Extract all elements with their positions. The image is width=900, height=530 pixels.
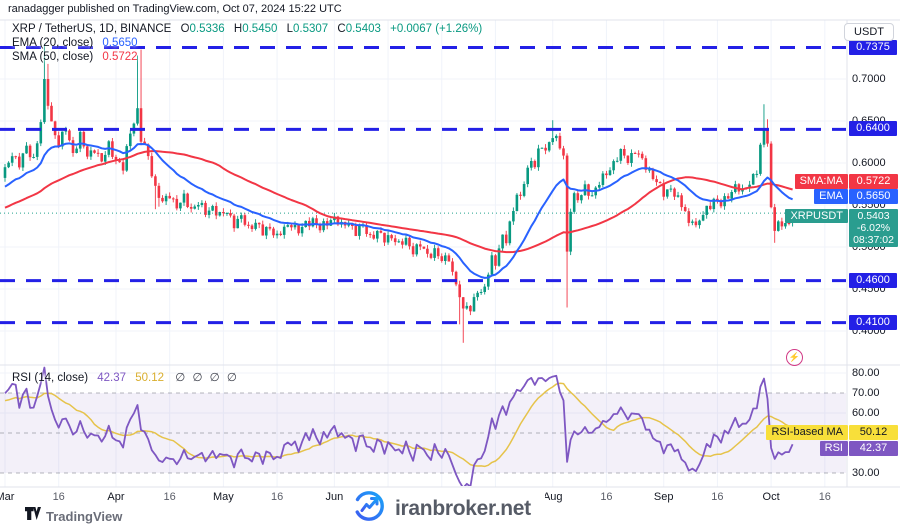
watermark-text: iranbroker.net: [395, 496, 531, 520]
sma-label[interactable]: SMA (50, close): [12, 51, 94, 63]
time-tick: 16: [163, 491, 176, 503]
ema-value: 0.5650: [102, 37, 138, 49]
time-tick: 16: [52, 491, 65, 503]
price-level-lines[interactable]: [0, 46, 846, 325]
time-tick: Mar: [0, 491, 15, 503]
gridlines: [0, 20, 846, 487]
sma-price-row: SMA:MA 0.5722: [794, 174, 898, 189]
time-tick: 16: [818, 491, 831, 503]
rsi-title[interactable]: RSI (14, close): [12, 372, 89, 384]
ema-label[interactable]: EMA (20, close): [12, 37, 94, 49]
rsi-tick: 80.00: [852, 367, 880, 379]
bar-countdown: 08:37:02: [853, 234, 894, 246]
sma-value: 0.5722: [102, 51, 138, 63]
rsi-tick: 30.00: [852, 467, 880, 479]
sma-axis-value: 0.5722: [849, 174, 898, 189]
level-price-label[interactable]: 0.4100: [849, 314, 897, 330]
rsi-ma-value: 50.12: [135, 372, 165, 384]
open-value: 0.5336: [189, 23, 225, 35]
rsi-empty-values: ∅ ∅ ∅ ∅: [175, 372, 237, 384]
pane-dividers: [0, 19, 900, 488]
rsi-tick: 60.00: [852, 407, 880, 419]
last-price-row: XRPUSDT 0.5403 -6.02% 08:37:02: [785, 209, 898, 247]
time-tick: Sep: [653, 491, 674, 503]
lightning-icon[interactable]: ⚡: [786, 349, 803, 366]
ema-axis-tag: EMA: [814, 189, 848, 204]
level-price-label[interactable]: 0.7375: [849, 39, 897, 55]
price-tick: 0.6000: [852, 157, 886, 169]
rsi-band: [0, 392, 846, 474]
level-price-label[interactable]: 0.4600: [849, 272, 897, 288]
tradingview-wordmark: TradingView: [46, 508, 123, 524]
iranbroker-logo-icon: [352, 489, 386, 528]
last-price-box: 0.5403 -6.02% 08:37:02: [849, 209, 898, 247]
time-tick: Jun: [325, 491, 344, 503]
sma-axis-tag: SMA:MA: [794, 174, 848, 189]
low-value: 0.5307: [293, 23, 329, 35]
iranbroker-watermark: iranbroker.net: [350, 488, 545, 529]
time-tick: May: [212, 491, 234, 503]
price-legend: XRP / TetherUS, 1D, BINANCE O0.5336 H0.5…: [12, 22, 482, 64]
time-tick: Aug: [542, 491, 563, 503]
rsi-ma-line: [4, 382, 793, 468]
time-tick: 16: [711, 491, 724, 503]
rsi-line: [4, 366, 794, 486]
close-value: 0.5403: [345, 23, 381, 35]
last-change: -6.02%: [856, 222, 891, 234]
tradingview-attribution[interactable]: TradingView: [25, 507, 122, 525]
tradingview-logo-icon: [25, 507, 41, 525]
time-tick: Oct: [762, 491, 780, 503]
publish-banner: ranadagger published on TradingView.com,…: [8, 3, 342, 15]
open-label: O: [180, 23, 190, 35]
rsi-value-row: RSI 42.37: [819, 441, 898, 456]
ema-price-row: EMA 0.5650: [814, 189, 898, 204]
symbol-axis-tag: XRPUSDT: [785, 209, 848, 223]
rsi-axis-tag: RSI: [819, 441, 848, 456]
close-label: C: [337, 23, 346, 35]
candles: [3, 43, 794, 343]
sma-line: [4, 150, 793, 254]
ema-legend-row: EMA (20, close) 0.5650: [12, 36, 482, 50]
change-value: +0.0067 (+1.26%): [390, 23, 483, 35]
last-price: 0.5403: [857, 210, 890, 222]
time-tick: 16: [270, 491, 284, 503]
rsi-tick: 70.00: [852, 387, 880, 399]
rsi-value: 42.37: [97, 372, 127, 384]
symbol-row: XRP / TetherUS, 1D, BINANCE O0.5336 H0.5…: [12, 22, 482, 36]
rsi-ma-axis-tag: RSI-based MA: [766, 425, 848, 440]
ema-axis-value: 0.5650: [849, 189, 898, 204]
rsi-legend: RSI (14, close) 42.37 50.12 ∅ ∅ ∅ ∅: [12, 370, 237, 384]
sma-legend-row: SMA (50, close) 0.5722: [12, 50, 482, 64]
time-tick: 16: [600, 491, 613, 503]
price-tick: 0.7000: [852, 73, 886, 85]
high-label: H: [233, 23, 243, 35]
rsi-ma-row: RSI-based MA 50.12: [766, 425, 898, 440]
low-label: L: [286, 23, 294, 35]
time-tick: Apr: [107, 491, 125, 503]
high-value: 0.5450: [242, 23, 278, 35]
level-price-label[interactable]: 0.6400: [849, 121, 897, 137]
rsi-axis-value: 42.37: [849, 441, 898, 456]
symbol-title[interactable]: XRP / TetherUS, 1D, BINANCE: [12, 23, 172, 35]
currency-button[interactable]: USDT: [844, 23, 894, 41]
rsi-ma-axis-value: 50.12: [849, 425, 898, 440]
ema-line: [4, 142, 793, 279]
